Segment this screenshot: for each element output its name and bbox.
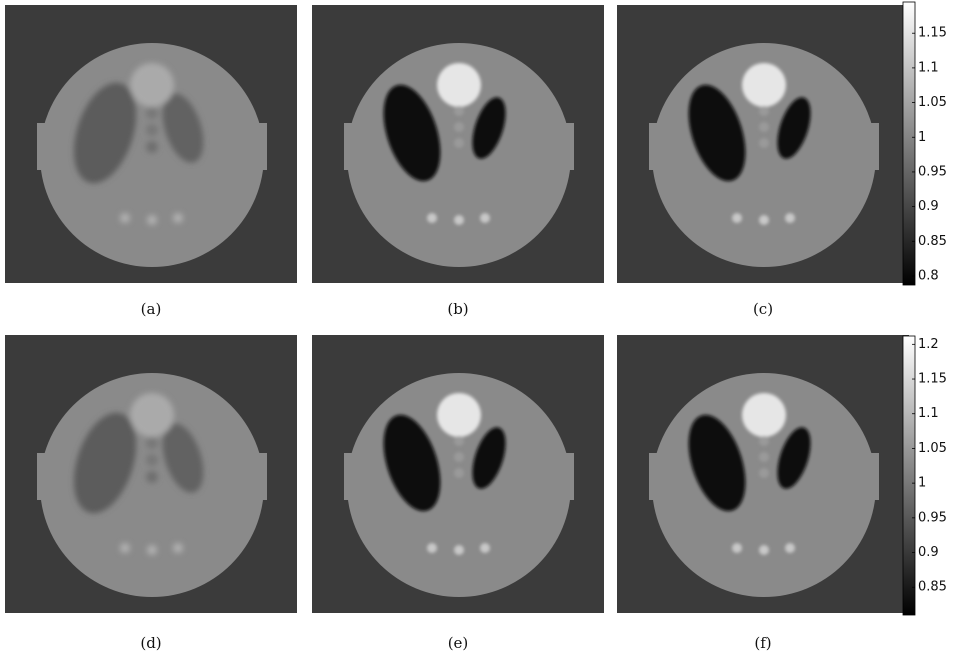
tick-label: 1.15 xyxy=(918,26,947,41)
tick-label: 0.9 xyxy=(918,199,939,214)
tick-label: 0.95 xyxy=(918,510,947,525)
tick-label: 1.15 xyxy=(918,372,947,387)
tick-label: 1.05 xyxy=(918,441,947,456)
caption: (d) xyxy=(140,634,161,652)
image-e xyxy=(312,335,604,613)
caption: (c) xyxy=(753,300,773,318)
tick-label: 0.85 xyxy=(918,234,947,249)
caption: (b) xyxy=(447,300,468,318)
tick-label: 0.95 xyxy=(918,164,947,179)
tick-label: 1.2 xyxy=(918,337,939,352)
tick-label: 0.85 xyxy=(918,580,947,595)
image-d xyxy=(5,335,297,613)
tick-label: 1.1 xyxy=(918,60,939,75)
caption: (e) xyxy=(448,634,469,652)
tick-label: 0.9 xyxy=(918,545,939,560)
tick-label: 1 xyxy=(918,476,926,491)
image-b xyxy=(312,5,604,283)
figure: (a) (b) (c) (d) (e) (f) 0.8 0.85 0.9 0.95 1 1… xyxy=(0,0,958,660)
image-f xyxy=(617,335,909,613)
tick-label: 1.1 xyxy=(918,406,939,421)
caption: (f) xyxy=(754,634,771,652)
tick-label: 1 xyxy=(918,130,926,145)
colorbar xyxy=(903,336,915,615)
tick-label: 0.8 xyxy=(918,268,939,283)
image-a xyxy=(5,5,297,283)
tick-label: 1.05 xyxy=(918,95,947,110)
colorbar xyxy=(903,2,915,285)
image-c xyxy=(617,5,909,283)
caption: (a) xyxy=(141,300,162,318)
